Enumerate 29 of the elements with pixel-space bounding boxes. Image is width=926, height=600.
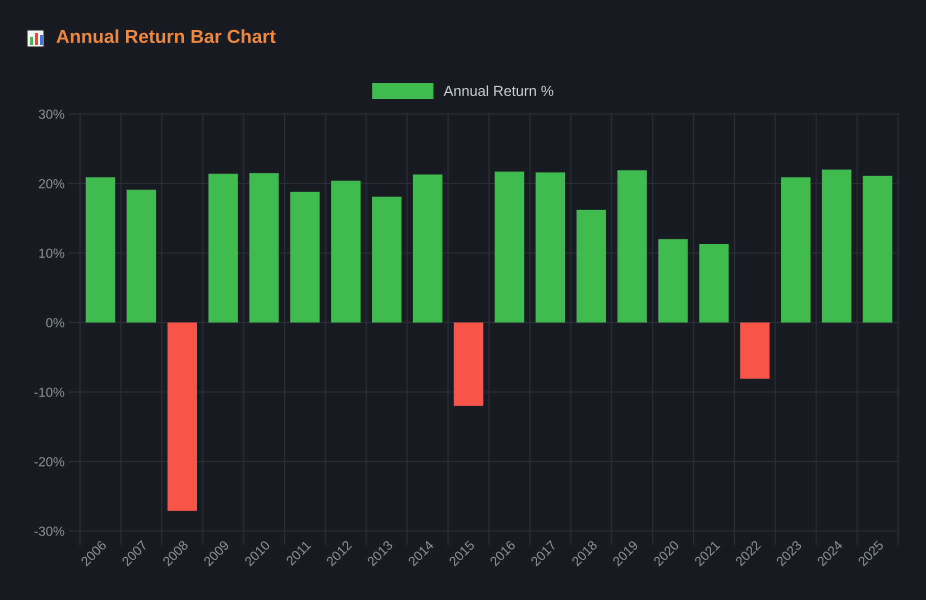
bar xyxy=(699,244,729,322)
bar xyxy=(86,177,116,322)
y-tick-label: -20% xyxy=(34,457,64,466)
bar xyxy=(617,170,647,322)
bar xyxy=(658,239,688,322)
y-tick-label: 30% xyxy=(38,110,64,119)
y-tick-label: 20% xyxy=(38,179,64,188)
bar xyxy=(862,176,892,322)
bar xyxy=(494,172,524,322)
bar xyxy=(822,170,852,322)
y-tick-label: 10% xyxy=(39,248,64,258)
y-tick-label: -30% xyxy=(34,526,64,536)
legend-label: Annual Return % xyxy=(444,85,554,96)
bar xyxy=(290,192,320,322)
y-tick-label: 0% xyxy=(46,318,64,328)
bar xyxy=(454,322,484,406)
bar xyxy=(168,322,197,511)
y-tick-label: -10% xyxy=(34,388,64,397)
bar xyxy=(536,172,566,322)
bar xyxy=(740,322,770,379)
bar xyxy=(372,196,402,322)
bar xyxy=(412,174,442,322)
bar xyxy=(249,173,279,322)
bar xyxy=(126,190,156,322)
chart-title: Annual Return Bar Chart xyxy=(56,29,276,44)
bar xyxy=(208,174,238,322)
bar xyxy=(781,177,810,322)
bar xyxy=(331,180,361,322)
bar xyxy=(576,210,606,322)
